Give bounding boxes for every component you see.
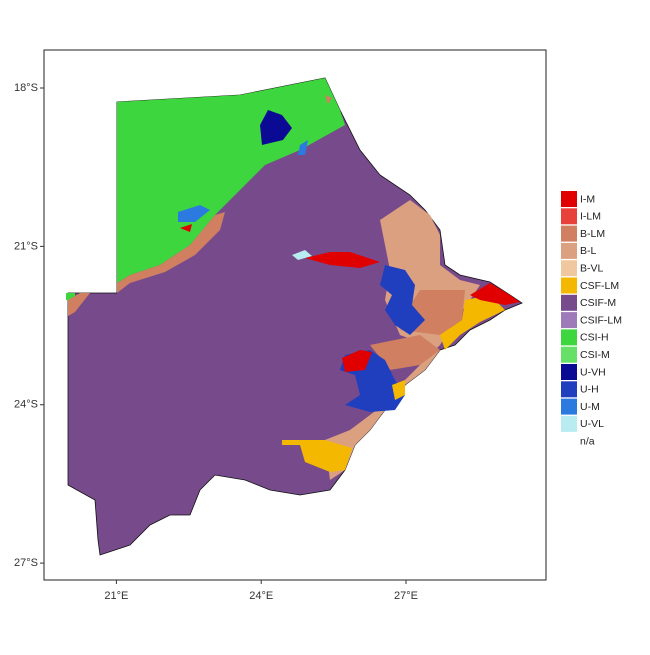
red-ne (325, 95, 332, 104)
yellow-small (392, 380, 405, 400)
um-west (178, 205, 210, 222)
legend-swatch (561, 191, 577, 207)
legend-label: U-VH (580, 366, 606, 378)
y-tick-label: 18°S (14, 82, 38, 94)
legend-swatch (561, 398, 577, 415)
legend-label: CSIF-LM (580, 314, 622, 326)
salmon-strip (117, 212, 225, 293)
y-tick-label: 27°S (14, 557, 38, 569)
legend-label: CSIF-M (580, 297, 616, 309)
red-south (342, 350, 372, 372)
legend-swatch (561, 381, 577, 398)
red-north (305, 252, 380, 268)
legend-swatch (561, 260, 577, 277)
legend-swatch (561, 312, 577, 329)
legend-swatch (561, 294, 577, 311)
y-tick-label: 24°S (14, 399, 38, 411)
legend-label: n/a (580, 435, 595, 447)
x-tick-label: 27°E (394, 590, 418, 602)
yellow-south (282, 440, 352, 472)
legend-label: CSI-M (580, 349, 610, 361)
legend-label: B-VL (580, 262, 604, 274)
uvl-pan (292, 250, 312, 260)
legend-swatch (561, 242, 577, 259)
green-patch (66, 293, 75, 300)
x-tick-label: 21°E (104, 590, 128, 602)
legend-swatch (561, 277, 577, 294)
blm-mid (370, 335, 440, 370)
red-east (470, 283, 520, 305)
yellow-east (440, 295, 505, 350)
legend-swatch (561, 225, 577, 242)
legend-swatch (561, 415, 577, 432)
x-tick-label: 24°E (249, 590, 273, 602)
legend-label: U-H (580, 384, 599, 396)
legend-swatch (561, 346, 577, 363)
regions (66, 77, 523, 556)
legend-label: U-VL (580, 418, 604, 430)
legend-swatch (561, 208, 577, 225)
legend-label: I-LM (580, 211, 601, 223)
blue-east (380, 265, 425, 335)
legend-label: I-M (580, 193, 595, 205)
legend-label: B-L (580, 245, 597, 257)
legend-label: CSI-H (580, 332, 609, 344)
legend-swatch (561, 329, 577, 346)
legend-label: B-LM (580, 228, 605, 240)
y-tick-label: 21°S (14, 240, 38, 252)
legend-label: U-M (580, 401, 600, 413)
red-west (180, 224, 192, 232)
um-pan (298, 140, 308, 155)
uvh-pan (260, 110, 292, 145)
legend-label: CSF-LM (580, 280, 619, 292)
east-bl (325, 200, 480, 480)
legend-swatch (561, 364, 577, 380)
legend-swatch (561, 433, 577, 449)
salmon-west (68, 293, 90, 316)
